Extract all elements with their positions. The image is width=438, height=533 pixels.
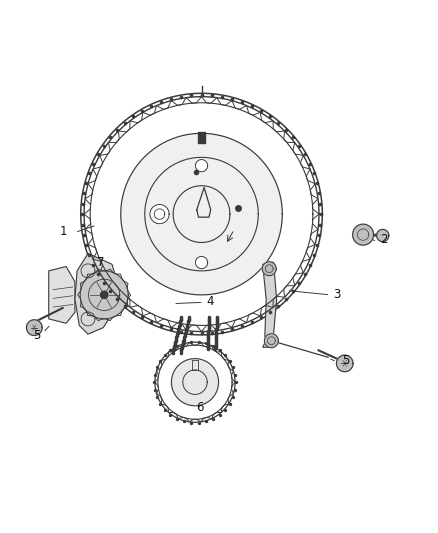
Text: 4: 4: [207, 295, 214, 308]
Text: 7: 7: [97, 256, 104, 269]
Polygon shape: [171, 359, 219, 406]
Polygon shape: [353, 224, 374, 245]
Polygon shape: [265, 334, 279, 348]
Polygon shape: [263, 262, 277, 348]
Polygon shape: [155, 342, 235, 422]
Polygon shape: [336, 355, 353, 372]
Polygon shape: [81, 93, 322, 335]
Polygon shape: [262, 262, 276, 276]
Polygon shape: [80, 271, 128, 319]
Polygon shape: [26, 320, 42, 335]
Text: 6: 6: [196, 401, 203, 414]
Polygon shape: [150, 205, 169, 224]
Text: 5: 5: [342, 354, 350, 367]
Text: 1: 1: [60, 225, 67, 238]
Polygon shape: [195, 159, 208, 172]
Polygon shape: [121, 133, 283, 295]
Text: 2: 2: [380, 233, 387, 246]
Polygon shape: [101, 291, 108, 298]
Polygon shape: [75, 253, 119, 334]
Polygon shape: [195, 256, 208, 269]
Bar: [198, 132, 205, 143]
Text: 5: 5: [33, 328, 41, 342]
Text: 3: 3: [333, 288, 341, 301]
Polygon shape: [49, 266, 75, 323]
Polygon shape: [377, 229, 389, 241]
